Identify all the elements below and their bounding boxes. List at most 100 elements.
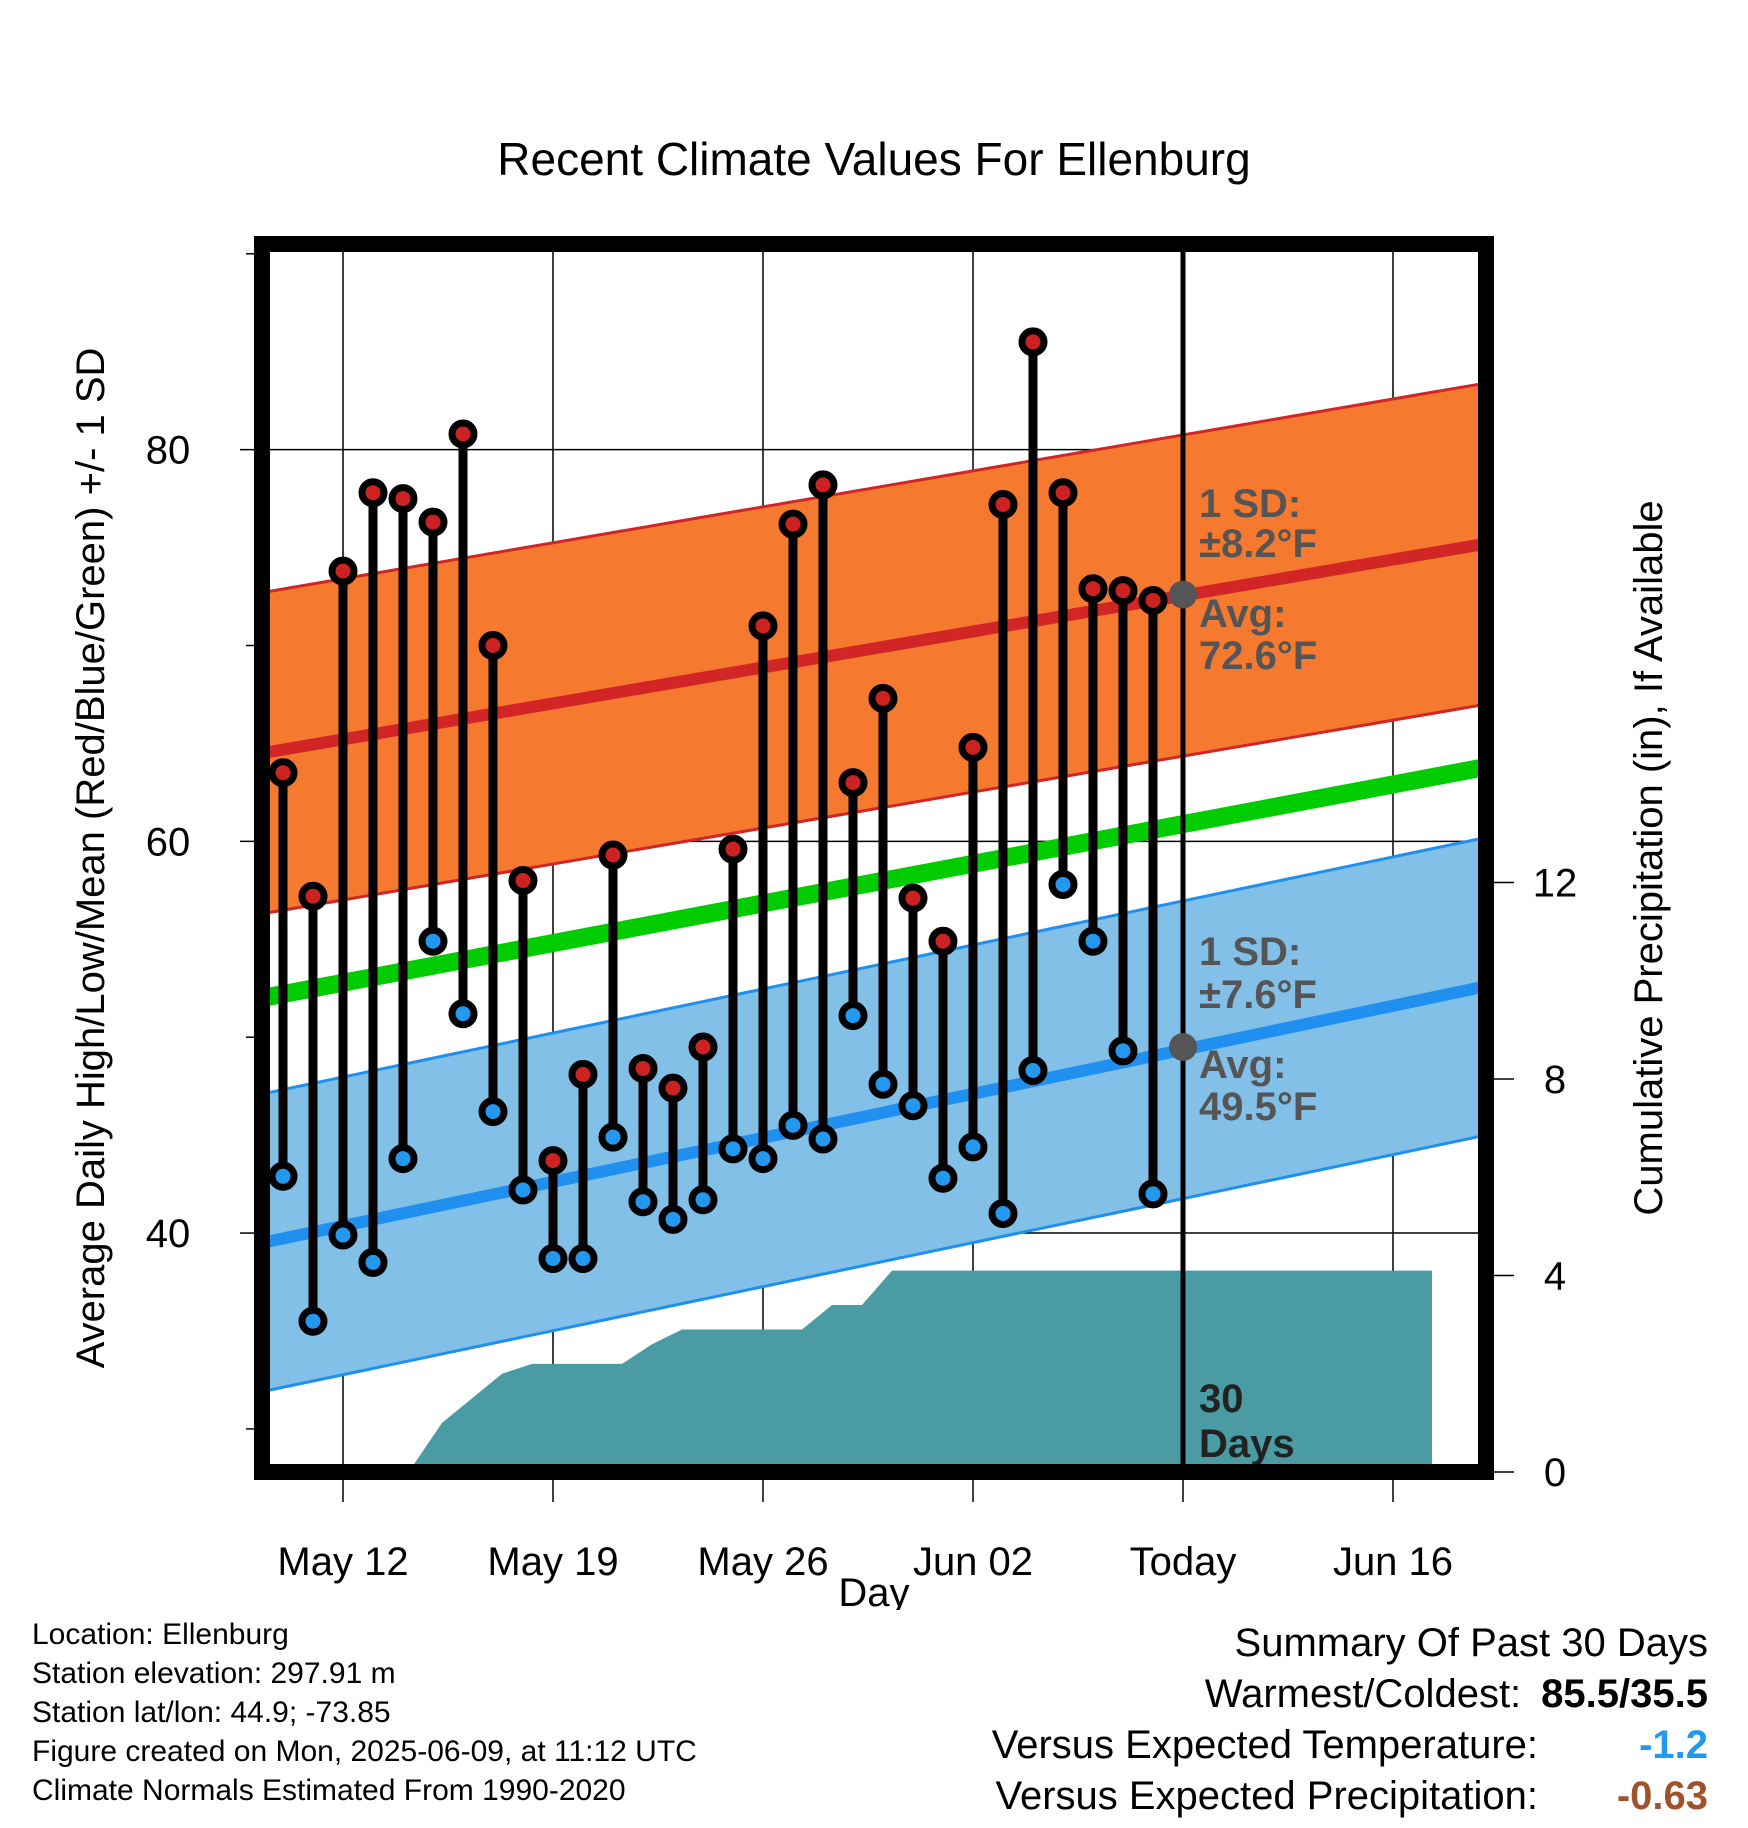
low-avg-value: 49.5°F (1199, 1085, 1317, 1129)
low-point (478, 1097, 508, 1127)
location-text: Location: Ellenburg (32, 1618, 289, 1651)
high-point (358, 478, 388, 508)
low-point (958, 1132, 988, 1162)
high-point (328, 556, 358, 586)
x-tick-label: May 19 (487, 1540, 618, 1584)
elevation-text: Station elevation: 297.91 m (32, 1657, 396, 1690)
low-point (1018, 1056, 1048, 1086)
warmest-label: Warmest/Coldest: (1204, 1672, 1522, 1716)
high-point (418, 507, 448, 537)
low-point (688, 1185, 718, 1215)
high-point (988, 489, 1018, 519)
normal-bands (262, 381, 1486, 1394)
high-point (1138, 585, 1168, 615)
days-number: 30 (1199, 1377, 1244, 1421)
high-point (898, 883, 928, 913)
low-point (868, 1069, 898, 1099)
high-point (958, 732, 988, 762)
climate-chart: Recent Climate Values For Ellenburg May … (69, 133, 1671, 1610)
high-avg-value: 72.6°F (1199, 634, 1317, 678)
y-tick-label-left: 60 (146, 820, 191, 864)
latlon-text: Station lat/lon: 44.9; -73.85 (32, 1696, 391, 1729)
y-tick-label-right: 12 (1533, 862, 1578, 906)
daily-points (268, 327, 1168, 1336)
high-avg-label: Avg: (1199, 592, 1286, 636)
y-tick-label-right: 0 (1544, 1451, 1566, 1495)
low-normal-line (262, 980, 1486, 1249)
summary-precip-row: Versus Expected Precipitation: -0.63 (992, 1771, 1708, 1822)
low-point (298, 1306, 328, 1336)
high-point (298, 881, 328, 911)
temp-label: Versus Expected Temperature: (991, 1723, 1538, 1767)
warmest-value: 85.5/35.5 (1541, 1672, 1708, 1716)
low-point (658, 1204, 688, 1234)
x-tick-label: May 26 (697, 1540, 828, 1584)
high-avg-marker (1169, 580, 1197, 609)
high-point (928, 926, 958, 956)
low-avg-marker (1169, 1032, 1197, 1061)
low-point (718, 1134, 748, 1164)
chart-title: Recent Climate Values For Ellenburg (497, 133, 1250, 185)
high-point (538, 1146, 568, 1176)
summary-temp-row: Versus Expected Temperature: -1.2 (992, 1720, 1708, 1771)
high-point (838, 768, 868, 798)
high-point (808, 470, 838, 500)
high-point (568, 1059, 598, 1089)
high-point (718, 834, 748, 864)
station-info: Location: Ellenburg Station elevation: 2… (32, 1615, 697, 1810)
low-sd-band-lower-edge (262, 1133, 1486, 1394)
x-axis-label: Day (838, 1571, 909, 1610)
summary-title: Summary Of Past 30 Days (1234, 1621, 1708, 1665)
low-point (898, 1091, 928, 1121)
low-point (358, 1247, 388, 1277)
y-axis-label-left: Average Daily High/Low/Mean (Red/Blue/Gr… (69, 348, 113, 1369)
low-point (328, 1220, 358, 1250)
high-point (1108, 576, 1138, 606)
low-avg-label: Avg: (1199, 1043, 1286, 1087)
plot-frame (254, 236, 1494, 1480)
summary-warmest-row: Warmest/Coldest: 85.5/35.5 (992, 1669, 1708, 1720)
low-sd-band-upper-edge (262, 835, 1486, 1096)
high-point (1048, 478, 1078, 508)
low-point (988, 1198, 1018, 1228)
x-tick-label: Jun 16 (1333, 1540, 1453, 1584)
y-axis-label-right: Cumulative Precipitation (in), If Availa… (1627, 500, 1671, 1215)
y-tick-label-left: 40 (146, 1212, 191, 1256)
low-point (1078, 926, 1108, 956)
low-point (928, 1163, 958, 1193)
high-point (1018, 327, 1048, 357)
high-point (658, 1073, 688, 1103)
low-point (1138, 1179, 1168, 1209)
summary-panel: Summary Of Past 30 Days Warmest/Coldest:… (992, 1618, 1708, 1822)
precip-value: -0.63 (1616, 1774, 1708, 1818)
high-point (478, 630, 508, 660)
daily-range-stems (278, 341, 1158, 1322)
low-point (418, 926, 448, 956)
x-tick-label: May 12 (277, 1540, 408, 1584)
high-point (268, 758, 298, 788)
high-point (388, 484, 418, 514)
x-tick-label: Jun 02 (913, 1540, 1033, 1584)
high-point (748, 611, 778, 641)
axis-ticks: May 12 May 19 May 26 Jun 02 Today Jun 1640608… (146, 253, 1578, 1584)
created-text: Figure created on Mon, 2025-06-09, at 11… (32, 1735, 697, 1768)
low-sd-value: ±7.6°F (1199, 973, 1317, 1017)
low-point (508, 1175, 538, 1205)
plot-area (262, 244, 1486, 1472)
low-point (778, 1110, 808, 1140)
y-tick-label-right: 4 (1544, 1255, 1566, 1299)
low-point (598, 1122, 628, 1152)
low-point (1108, 1036, 1138, 1066)
precip-label: Versus Expected Precipitation: (995, 1774, 1538, 1818)
high-sd-label: 1 SD: (1199, 482, 1301, 526)
high-sd-value: ±8.2°F (1199, 522, 1317, 566)
low-point (538, 1244, 568, 1274)
low-point (388, 1144, 418, 1174)
low-point (808, 1124, 838, 1154)
high-point (508, 866, 538, 896)
high-point (448, 419, 478, 449)
high-point (778, 509, 808, 539)
low-point (838, 1001, 868, 1031)
low-point (568, 1244, 598, 1274)
